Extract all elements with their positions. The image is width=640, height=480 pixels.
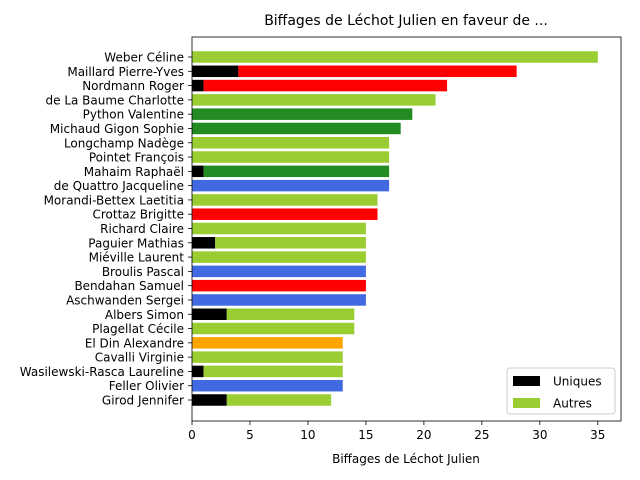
bar-autres bbox=[192, 279, 366, 292]
y-tick-label: El Din Alexandre bbox=[85, 336, 184, 350]
bar-autres bbox=[192, 122, 401, 135]
y-tick-label: Aschwanden Sergei bbox=[66, 293, 184, 307]
y-tick-label: Cavalli Virginie bbox=[95, 351, 184, 365]
y-tick-label: Broulis Pascal bbox=[102, 265, 184, 279]
bar-autres bbox=[226, 308, 355, 320]
bar-autres bbox=[192, 94, 436, 106]
bar-autres bbox=[192, 322, 355, 335]
bar-autres bbox=[215, 237, 366, 249]
bar-autres bbox=[192, 194, 378, 206]
legend-swatch bbox=[513, 398, 540, 408]
bar-autres bbox=[203, 365, 343, 378]
bar-autres bbox=[192, 351, 343, 363]
bar-autres bbox=[192, 379, 343, 392]
bar-uniques bbox=[192, 394, 227, 406]
bar-uniques bbox=[192, 79, 204, 92]
y-tick-label: Pointet François bbox=[89, 151, 184, 165]
y-tick-label: Albers Simon bbox=[105, 308, 184, 322]
y-tick-label: Weber Céline bbox=[104, 51, 184, 65]
x-tick-label: 30 bbox=[532, 428, 547, 442]
x-tick-label: 5 bbox=[246, 428, 254, 442]
bar-autres bbox=[192, 265, 366, 278]
x-tick-label: 10 bbox=[300, 428, 315, 442]
bar-autres bbox=[192, 251, 366, 263]
y-tick-label: Python Valentine bbox=[83, 108, 184, 122]
bar-autres bbox=[192, 222, 366, 235]
y-tick-label: Paguier Mathias bbox=[88, 236, 184, 250]
plot-frame bbox=[191, 36, 622, 422]
bar-uniques bbox=[192, 308, 227, 320]
bar-autres bbox=[203, 79, 448, 92]
x-tick-label: 35 bbox=[590, 428, 605, 442]
x-axis-label: Biffages de Léchot Julien bbox=[332, 452, 480, 466]
legend: Uniques Autres bbox=[506, 367, 616, 415]
bar-autres bbox=[192, 108, 413, 120]
legend-swatch bbox=[513, 376, 540, 386]
bar-autres bbox=[203, 165, 390, 178]
y-tick-label: Crottaz Brigitte bbox=[92, 208, 184, 222]
legend-label: Autres bbox=[553, 397, 592, 411]
x-tick-label: 20 bbox=[416, 428, 431, 442]
y-tick-label: Michaud Gigon Sophie bbox=[50, 122, 184, 136]
y-tick-label: Morandi-Bettex Laetitia bbox=[44, 193, 184, 207]
y-tick-label: Nordmann Roger bbox=[82, 79, 184, 93]
x-axis: 0 5 10 15 20 25 30 35 bbox=[188, 421, 605, 442]
bar-autres bbox=[192, 294, 366, 306]
y-tick-label: Mahaim Raphaël bbox=[84, 165, 184, 179]
x-tick-label: 15 bbox=[358, 428, 373, 442]
bar-autres bbox=[192, 137, 390, 149]
y-tick-label: de Quattro Jacqueline bbox=[54, 179, 184, 193]
bar-uniques bbox=[192, 65, 239, 78]
y-tick-label: Feller Olivier bbox=[109, 379, 184, 393]
bar-uniques bbox=[192, 165, 204, 178]
y-tick-label: Richard Claire bbox=[100, 222, 184, 236]
y-tick-label: Maillard Pierre-Yves bbox=[67, 65, 184, 79]
bars-layer bbox=[192, 51, 598, 406]
bar-autres bbox=[192, 337, 343, 349]
bar-autres bbox=[192, 51, 598, 63]
y-tick-label: Plagellat Cécile bbox=[92, 322, 184, 336]
x-tick-label: 0 bbox=[188, 428, 196, 442]
legend-label: Uniques bbox=[553, 375, 602, 389]
y-tick-label: Wasilewski-Rasca Laureline bbox=[20, 365, 184, 379]
y-tick-label: Girod Jennifer bbox=[102, 394, 184, 408]
bar-autres bbox=[238, 65, 517, 78]
bar-autres bbox=[192, 179, 390, 192]
chart-title: Biffages de Léchot Julien en faveur de .… bbox=[264, 13, 548, 29]
bar-autres bbox=[192, 208, 378, 220]
y-tick-label: Miéville Laurent bbox=[89, 251, 185, 265]
y-tick-label: Longchamp Nadège bbox=[64, 136, 184, 150]
x-tick-label: 25 bbox=[474, 428, 489, 442]
bar-uniques bbox=[192, 237, 216, 249]
y-tick-label: Bendahan Samuel bbox=[74, 279, 184, 293]
bar-autres bbox=[192, 151, 390, 163]
y-tick-label: de La Baume Charlotte bbox=[46, 93, 185, 107]
bar-autres bbox=[226, 394, 332, 406]
bar-uniques bbox=[192, 365, 204, 378]
